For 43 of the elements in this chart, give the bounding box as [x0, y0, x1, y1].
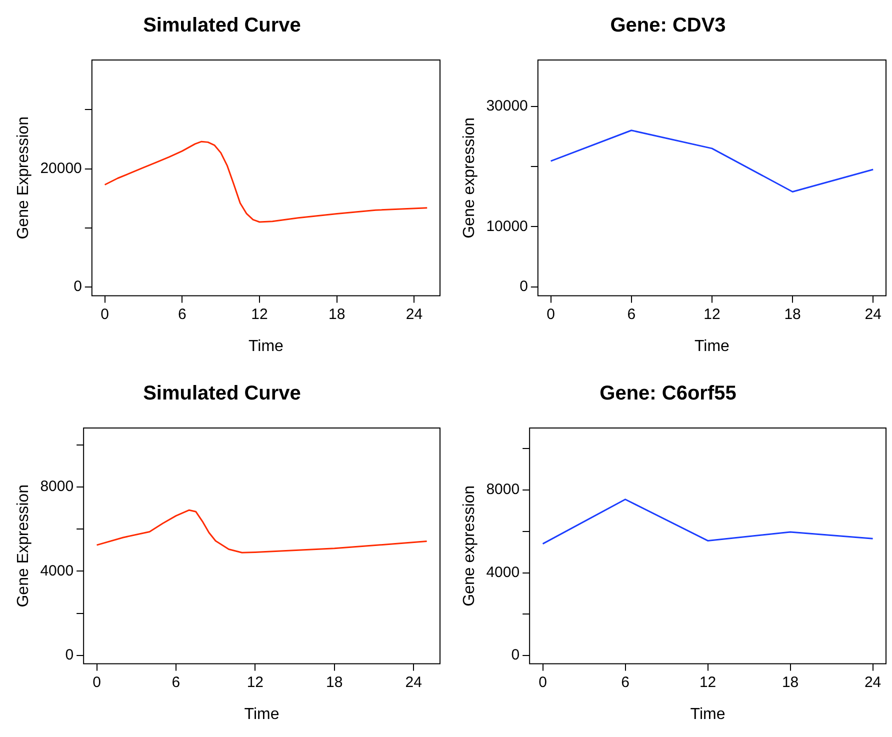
y-tick-label: 30000	[486, 97, 528, 114]
x-axis-title: Time	[248, 338, 284, 355]
y-tick-label: 0	[74, 278, 82, 296]
y-axis-title: Gene Expression	[15, 484, 32, 608]
chart-title: Simulated Curve	[143, 382, 301, 405]
y-tick-label: 0	[520, 278, 528, 295]
y-tick-label: 8000	[486, 481, 520, 498]
y-tick-label: 4000	[40, 562, 74, 580]
x-tick-label: 0	[92, 674, 101, 691]
x-tick-label: 12	[704, 306, 720, 323]
y-tick-label: 0	[65, 646, 74, 664]
y-axis-title: Gene expression	[461, 117, 478, 238]
x-tick-label: 0	[100, 306, 109, 323]
x-tick-label: 24	[864, 674, 882, 691]
chart-title: Gene: C6orf55	[600, 382, 736, 405]
x-tick-label: 18	[328, 306, 346, 323]
x-axis-title: Time	[694, 338, 730, 355]
x-axis-title: Time	[690, 706, 726, 723]
chart-title: Simulated Curve	[143, 14, 301, 37]
x-tick-label: 24	[405, 674, 422, 691]
x-tick-label: 24	[406, 306, 423, 323]
y-tick-label: 20000	[40, 160, 82, 177]
y-tick-label: 0	[511, 646, 520, 664]
x-tick-label: 12	[251, 306, 268, 323]
x-tick-label: 0	[546, 306, 555, 323]
y-tick-label: 10000	[486, 218, 528, 235]
x-tick-label: 6	[172, 674, 180, 691]
x-axis-title: Time	[244, 706, 280, 723]
x-tick-label: 12	[246, 674, 264, 691]
x-tick-label: 6	[621, 674, 630, 691]
x-tick-label: 18	[326, 674, 343, 691]
x-tick-label: 18	[784, 306, 801, 323]
x-tick-label: 12	[699, 674, 716, 691]
y-axis-title: Gene expression	[461, 485, 478, 606]
y-axis-title: Gene Expression	[15, 116, 32, 240]
x-tick-label: 24	[864, 306, 882, 323]
y-tick-label: 4000	[486, 564, 520, 581]
x-tick-label: 18	[782, 674, 799, 691]
x-tick-label: 6	[178, 306, 186, 323]
y-tick-label: 8000	[40, 478, 74, 496]
x-tick-label: 0	[538, 674, 547, 691]
chart-title: Gene: CDV3	[610, 14, 726, 37]
x-tick-label: 6	[627, 306, 636, 323]
